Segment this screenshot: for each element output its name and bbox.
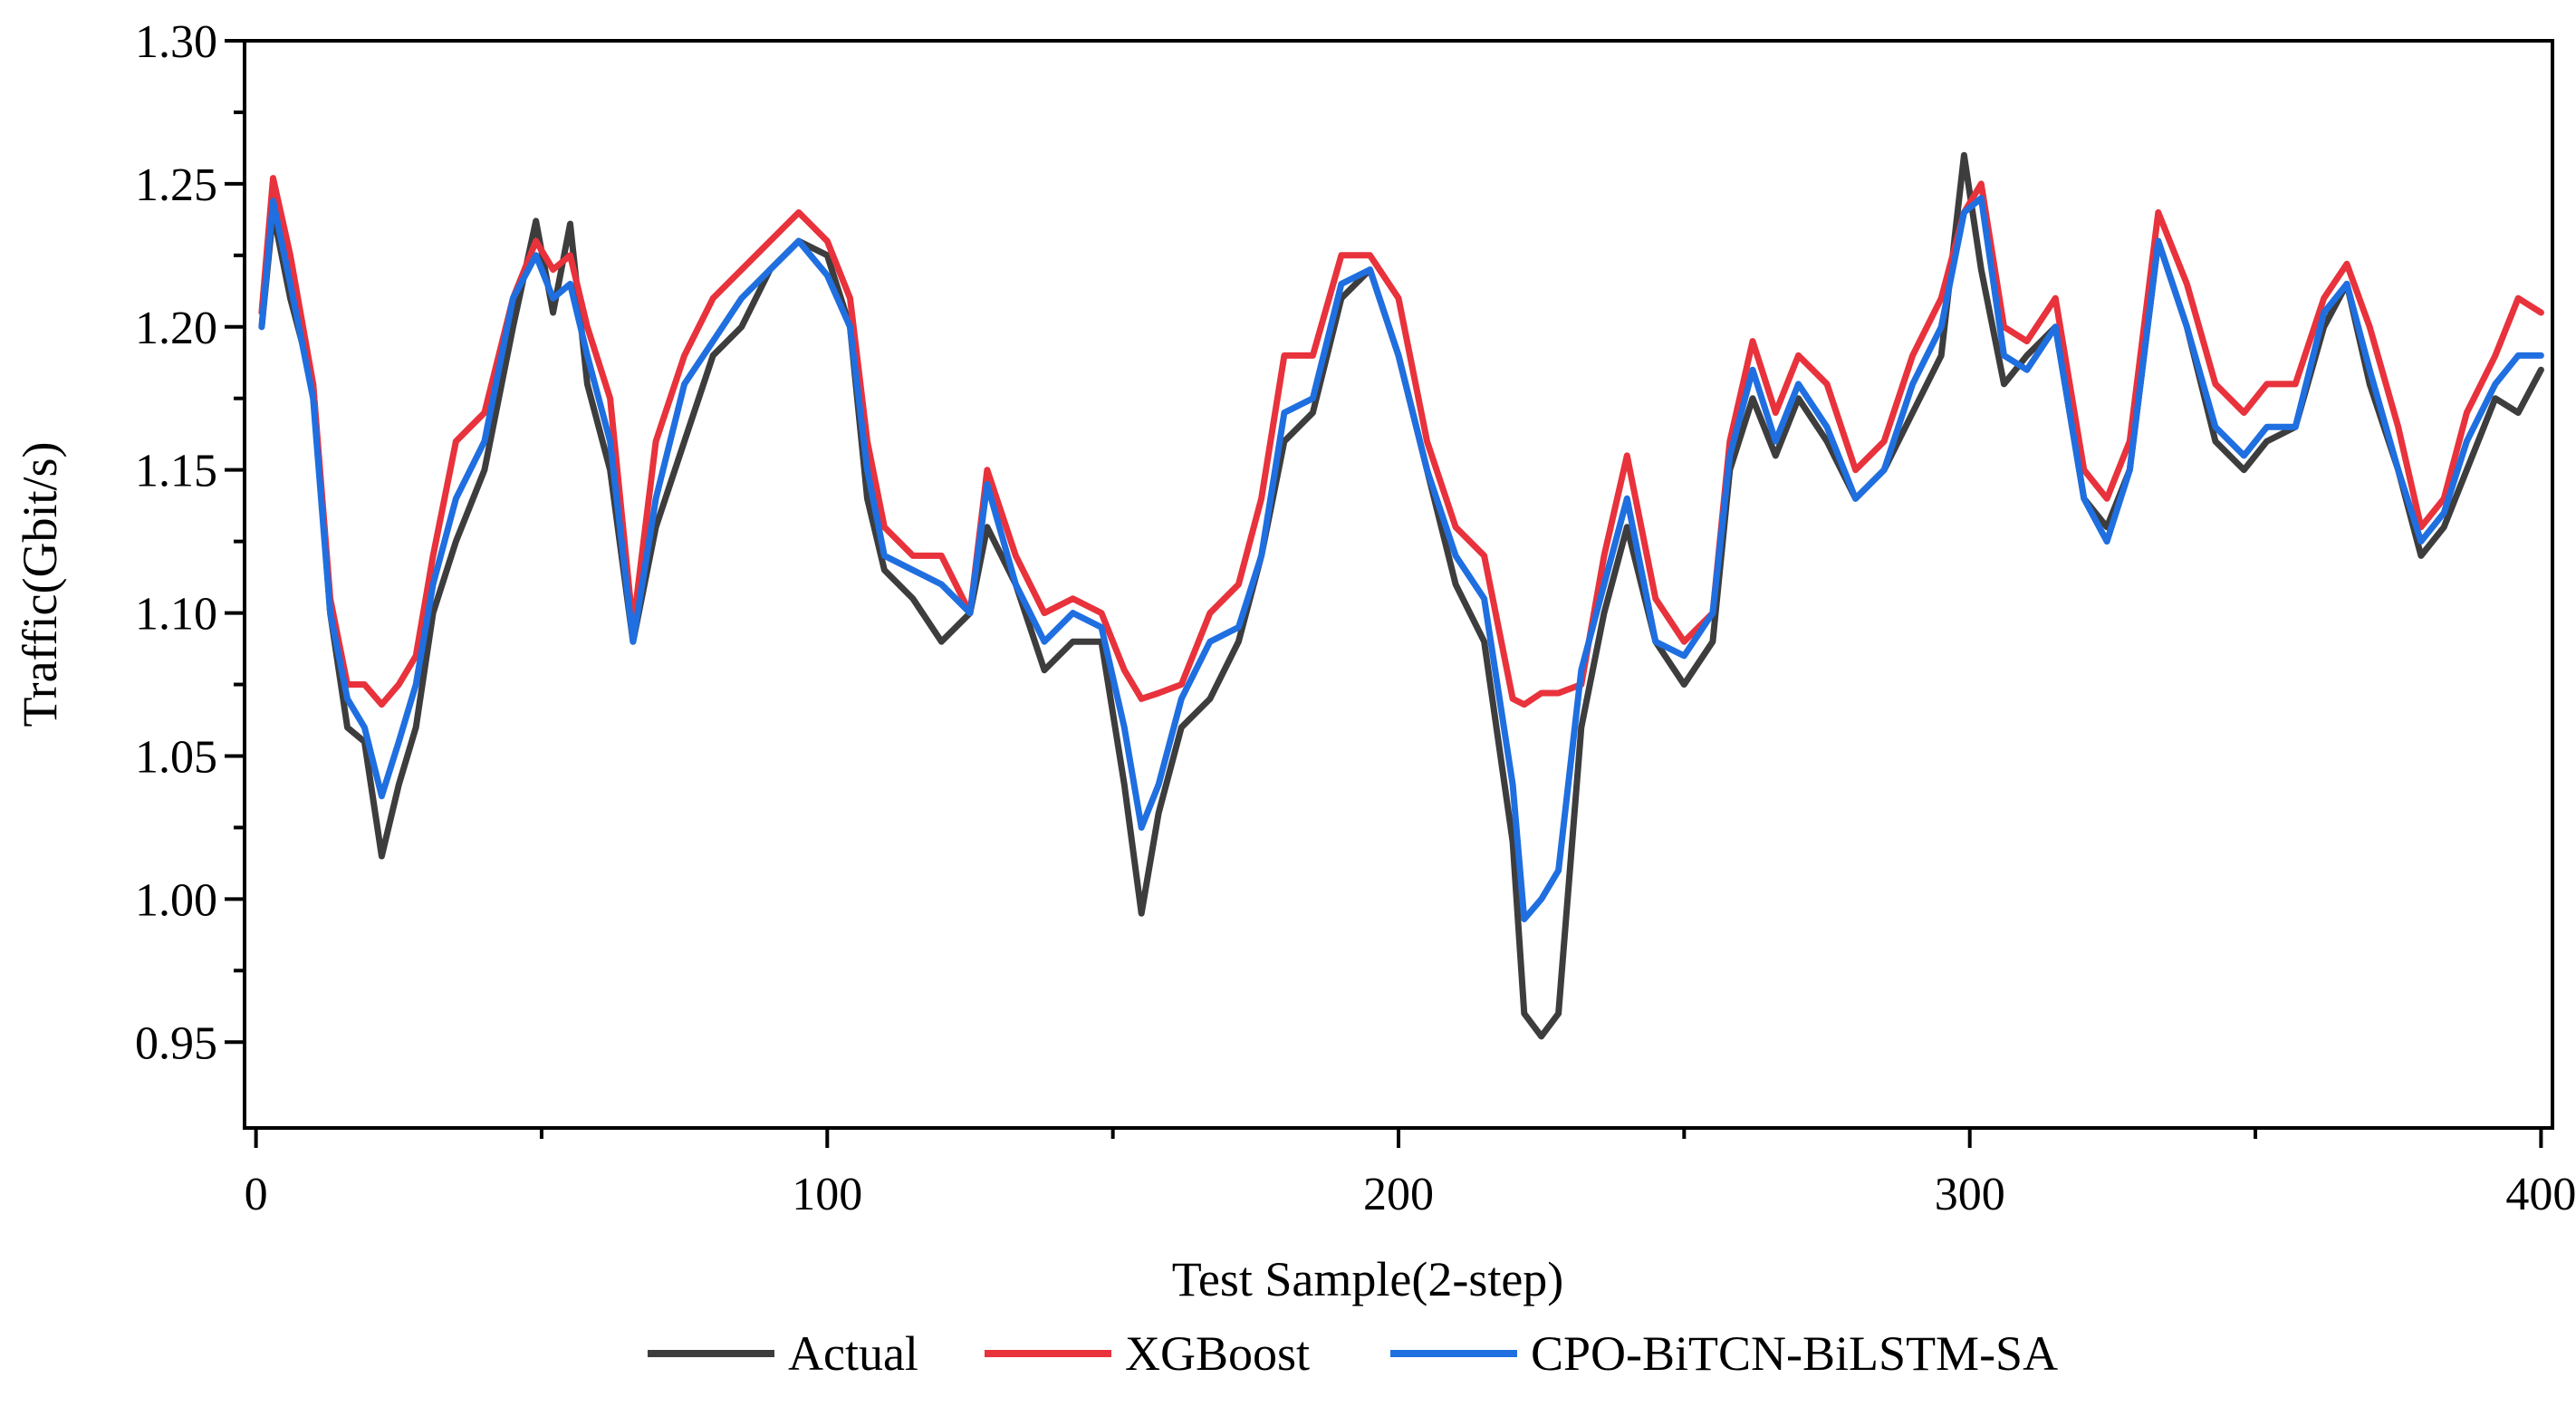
y-tick-label: 1.30: [135, 16, 217, 68]
x-axis-title: Test Sample(2-step): [1172, 1252, 1564, 1306]
y-tick-label: 1.20: [135, 303, 217, 354]
x-tick-label: 200: [1363, 1169, 1434, 1220]
series-line-cpo-bitcn-bilstm-sa: [258, 195, 2544, 922]
y-axis-title: Traffic(Gbit/s): [13, 442, 67, 728]
y-tick-label: 1.05: [135, 731, 217, 783]
y-axis: 0.95 1.00 1.05 1.10 1.15 1.20 1.25 1.30: [135, 16, 245, 1069]
y-tick-label: 1.25: [135, 159, 217, 211]
x-tick-label: 400: [2505, 1169, 2576, 1220]
x-axis: 0 100 200 300 400: [245, 1128, 2576, 1220]
y-tick-label: 0.95: [135, 1017, 217, 1069]
series-line-xgboost: [258, 175, 2544, 708]
legend-label-xgboost: XGBoost: [1125, 1326, 1310, 1381]
legend-label-cpo-bitcn-bilstm-sa: CPO-BiTCN-BiLSTM-SA: [1531, 1326, 2058, 1381]
legend: Actual XGBoost CPO-BiTCN-BiLSTM-SA: [648, 1326, 2058, 1381]
x-tick-label: 300: [1935, 1169, 2005, 1220]
y-tick-label: 1.15: [135, 446, 217, 497]
x-tick-label: 100: [792, 1169, 862, 1220]
legend-label-actual: Actual: [788, 1326, 918, 1381]
series-layer: [258, 151, 2544, 1040]
y-tick-label: 1.10: [135, 589, 217, 641]
x-tick-label: 0: [245, 1169, 268, 1220]
y-tick-label: 1.00: [135, 874, 217, 926]
